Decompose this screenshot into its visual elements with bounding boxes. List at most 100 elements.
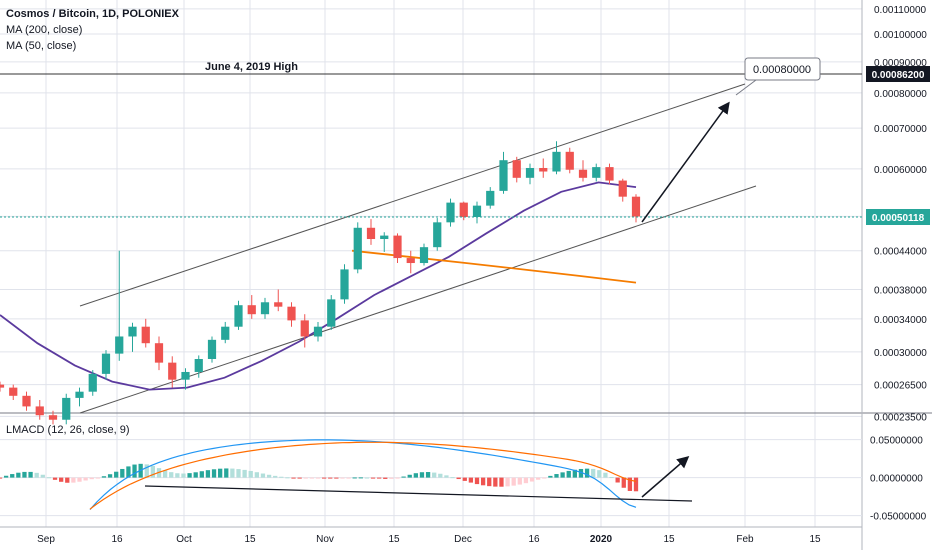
macd-hist-bar: [242, 469, 247, 478]
candle: [154, 343, 164, 363]
macd-hist-bar: [52, 477, 58, 480]
macd-hist-bar: [132, 464, 137, 478]
y-tick-label: 0.00023500: [874, 412, 927, 423]
macd-hist-bar: [560, 472, 565, 478]
candle: [300, 320, 309, 337]
macd-hist-bar: [554, 474, 559, 478]
candle: [552, 151, 561, 172]
ma200-legend: MA (200, close): [6, 24, 83, 36]
macd-hist-bar: [383, 477, 388, 479]
macd-hist-bar: [83, 477, 88, 481]
signal-line: [89, 441, 637, 510]
y-tick-label: 0.00080000: [874, 89, 927, 100]
high-value-badge: [866, 66, 930, 82]
macd-hist-bar: [199, 471, 204, 478]
macd-hist-bar: [266, 474, 272, 478]
candle: [287, 306, 296, 321]
y-tick-label: 0.00060000: [874, 165, 927, 176]
y-tick-label: 0.00110000: [874, 5, 927, 16]
macd-hist-bar: [536, 477, 541, 480]
candle: [486, 190, 495, 206]
macd-legend: LMACD (12, 26, close, 9): [6, 424, 130, 436]
macd-y-tick-label: 0.05000000: [870, 436, 923, 447]
macd-hist-bar: [523, 477, 529, 484]
macd-hist-bar: [120, 468, 125, 478]
macd-hist-bar: [328, 477, 333, 479]
candle: [512, 160, 521, 178]
macd-trendline: [144, 485, 693, 502]
macd-hist-bar: [334, 477, 339, 479]
high-value-text: 0.00086200: [872, 70, 925, 81]
macd-hist-bar: [444, 475, 449, 478]
macd-hist-bar: [456, 477, 461, 480]
macd-hist-bar: [413, 473, 418, 478]
y-tick-label: 0.00070000: [874, 124, 927, 135]
macd-hist-bar: [450, 477, 455, 479]
candle: [539, 167, 548, 172]
june-high-label: June 4, 2019 High: [205, 61, 298, 73]
macd-hist-bar: [364, 477, 370, 479]
macd-hist-bar: [0, 477, 3, 479]
candle: [605, 167, 614, 181]
macd-hist-bar: [370, 477, 376, 479]
x-tick-label: 15: [809, 534, 821, 545]
macd-hist-bar: [529, 477, 535, 482]
candle: [406, 258, 415, 264]
macd-hist-bar: [236, 469, 241, 478]
candle: [260, 302, 270, 315]
macd-hist-bar: [230, 468, 235, 478]
y-tick-label: 0.00100000: [874, 30, 927, 41]
macd-hist-bar: [107, 474, 113, 478]
macd-hist-bar: [211, 469, 217, 478]
macd-hist-bar: [584, 468, 590, 478]
x-tick-label: Nov: [316, 534, 334, 545]
candle: [101, 353, 111, 374]
x-tick-label: 16: [111, 534, 123, 545]
candle: [592, 167, 601, 178]
candle: [181, 371, 190, 380]
macd-hist-bar: [358, 477, 363, 479]
macd-hist-bar: [260, 473, 266, 478]
macd-hist-bar: [609, 477, 614, 479]
macd-hist-bar: [309, 477, 315, 479]
candle: [9, 387, 18, 396]
macd-hist-bar: [511, 477, 516, 486]
candle: [207, 339, 217, 360]
x-tick-label: 15: [663, 534, 675, 545]
x-tick-label: Sep: [37, 534, 55, 545]
macd-hist-bar: [633, 477, 639, 492]
candle: [578, 169, 588, 178]
last-value-text: 0.00050118: [872, 213, 925, 224]
macd-hist-bar: [493, 477, 498, 487]
candle: [631, 196, 641, 217]
x-tick-label: 15: [244, 534, 256, 545]
candle: [525, 167, 535, 178]
macd-hist-bar: [591, 468, 596, 478]
macd-hist-bar: [89, 477, 94, 480]
ma50-line: [0, 181, 637, 391]
candle: [274, 302, 283, 307]
macd-hist-bar: [273, 475, 278, 478]
macd-hist-bar: [517, 477, 522, 485]
candle: [446, 202, 455, 223]
ma50-legend: MA (50, close): [6, 40, 77, 52]
macd-hist-bar: [22, 471, 27, 478]
macd-hist-bar: [627, 477, 633, 491]
macd-hist-bar: [126, 466, 131, 478]
candle: [247, 305, 256, 315]
x-tick-label: 2020: [590, 534, 613, 545]
candle: [380, 235, 389, 240]
target-callout: [744, 57, 821, 81]
macd-hist-bar: [162, 470, 168, 478]
macd-hist-bar: [291, 477, 296, 479]
macd-hist-bar: [468, 477, 474, 483]
x-tick-label: Feb: [736, 534, 754, 545]
macd-hist-bar: [65, 477, 70, 483]
candle: [88, 373, 97, 392]
y-tick-label: 0.00044000: [874, 247, 927, 258]
macd-hist-bar: [10, 474, 15, 478]
macd-hist-bar: [474, 477, 480, 485]
macd-hist-bar: [224, 468, 229, 478]
candle: [234, 305, 243, 327]
